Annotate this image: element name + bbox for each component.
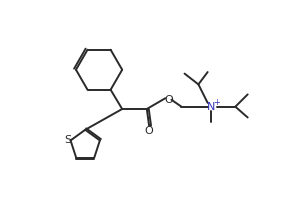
Text: O: O xyxy=(145,126,154,136)
Text: O: O xyxy=(164,95,173,105)
Text: N: N xyxy=(207,102,216,112)
Text: +: + xyxy=(214,98,220,107)
Text: S: S xyxy=(65,135,72,145)
